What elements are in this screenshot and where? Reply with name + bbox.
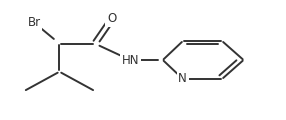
Text: N: N <box>178 72 187 85</box>
Text: HN: HN <box>122 54 139 66</box>
Text: O: O <box>107 12 116 25</box>
Text: Br: Br <box>27 16 41 29</box>
